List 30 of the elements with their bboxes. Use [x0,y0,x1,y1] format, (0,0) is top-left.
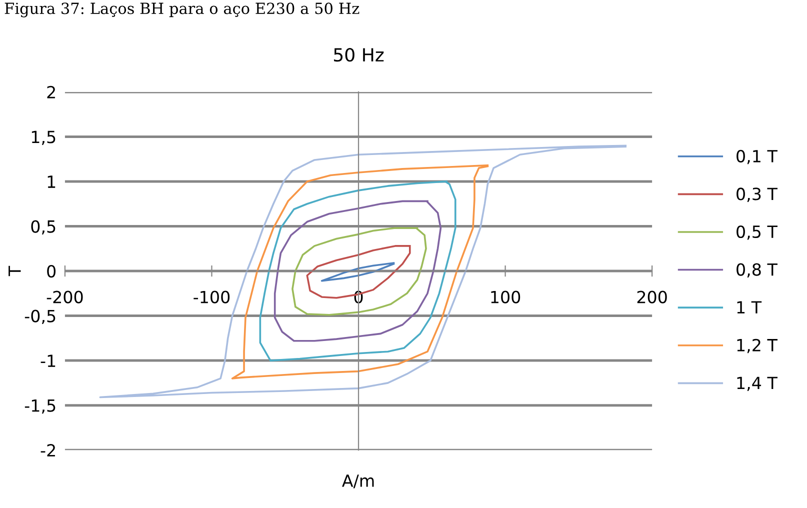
y-tick-label: 0 [47,264,56,278]
x-tick-label: -100 [194,290,230,304]
line-series [320,262,395,282]
x-tick-label: -200 [46,290,83,304]
y-axis-title: T [8,266,21,276]
y-tick-label: -0,5 [24,310,56,324]
y-tick-label: 1 [48,176,56,188]
y-tick-label: -1 [40,354,56,367]
line-series [231,164,489,380]
line-series [259,180,456,362]
x-tick-label: 100 [491,290,520,304]
legend-label: 0,8 T [736,263,778,278]
x-tick-label: 200 [637,290,667,304]
legend-label: 1,4 T [737,376,778,391]
y-tick-label: -1,5 [24,400,56,414]
y-tick-label: 1,5 [32,130,56,145]
legend-label: 1,2 T [737,338,778,354]
x-axis-title: A/m [342,474,374,488]
line-series [292,227,427,316]
chart-title: 50 Hz [334,48,384,62]
legend-label: 0,5 T [736,225,778,240]
line-series [274,200,442,342]
legend-label: 1 T [737,301,762,314]
y-tick-label: 0,5 [31,220,56,235]
y-tick-label: -2 [40,444,55,456]
line-series [99,144,627,398]
legend-label: 0,3 T [736,188,778,202]
text: Figura 37: Laços BH para o aço E230 a 50 Hz [4,2,360,18]
legend-label: 0,1 T [736,150,778,164]
y-tick-label: 2 [47,86,55,98]
